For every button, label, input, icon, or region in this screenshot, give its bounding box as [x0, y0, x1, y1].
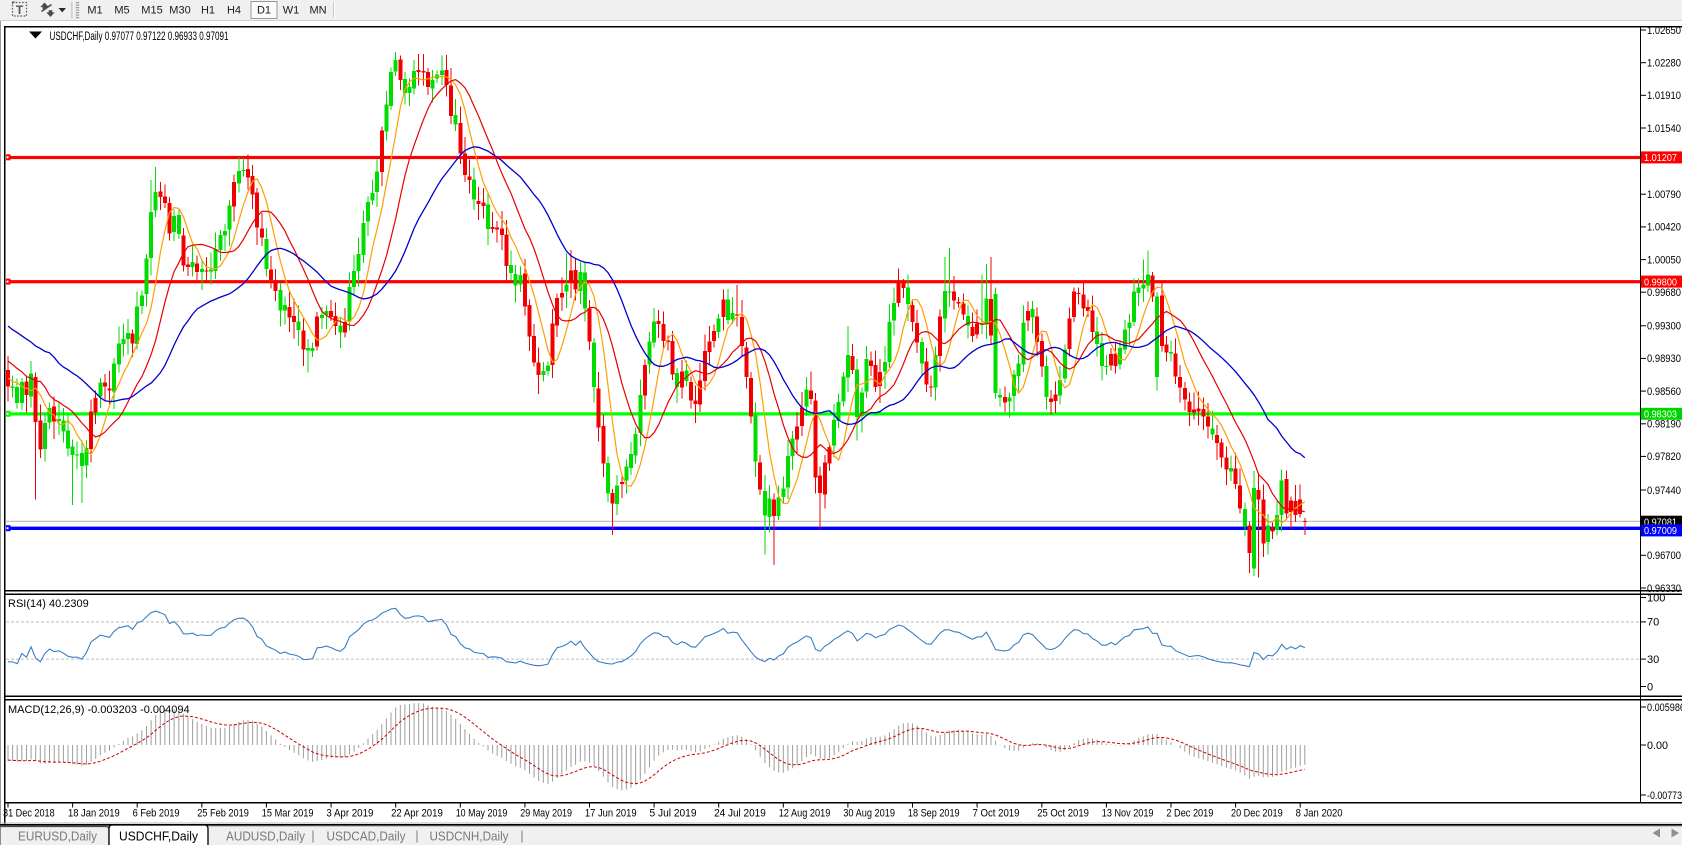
svg-text:0.005986: 0.005986 [1647, 702, 1682, 714]
svg-text:0.99300: 0.99300 [1647, 321, 1681, 333]
svg-text:MACD(12,26,9) -0.003203 -0.004: MACD(12,26,9) -0.003203 -0.004094 [8, 704, 190, 716]
svg-text:0.98560: 0.98560 [1647, 386, 1681, 398]
svg-text:18 Jan 2019: 18 Jan 2019 [68, 808, 120, 820]
svg-text:M5: M5 [114, 5, 129, 17]
svg-text:30: 30 [1647, 654, 1659, 666]
svg-text:22 Apr 2019: 22 Apr 2019 [391, 808, 443, 820]
svg-text:5 Jul 2019: 5 Jul 2019 [650, 808, 697, 820]
svg-text:1.02650: 1.02650 [1647, 25, 1681, 37]
svg-text:W1: W1 [283, 5, 300, 17]
svg-text:8 Jan 2020: 8 Jan 2020 [1296, 808, 1343, 820]
svg-text:1.02280: 1.02280 [1647, 58, 1681, 70]
svg-text:1.00050: 1.00050 [1647, 254, 1681, 266]
svg-text:EURUSD,Daily: EURUSD,Daily [18, 829, 97, 844]
svg-text:0.98190: 0.98190 [1647, 419, 1681, 431]
svg-text:2 Dec 2019: 2 Dec 2019 [1166, 808, 1213, 820]
svg-text:0.97440: 0.97440 [1647, 485, 1681, 497]
svg-text:0.99680: 0.99680 [1647, 287, 1681, 299]
svg-text:1.01540: 1.01540 [1647, 123, 1681, 135]
svg-text:0.00: 0.00 [1647, 740, 1668, 752]
svg-text:12 Aug 2019: 12 Aug 2019 [779, 808, 831, 820]
svg-text:1.01207: 1.01207 [1644, 152, 1677, 164]
svg-text:H1: H1 [201, 5, 215, 17]
svg-text:0.96700: 0.96700 [1647, 550, 1681, 562]
svg-text:T: T [16, 3, 24, 17]
svg-text:1.00420: 1.00420 [1647, 222, 1681, 234]
svg-text:15 Mar 2019: 15 Mar 2019 [262, 808, 314, 820]
svg-text:0.97009: 0.97009 [1644, 525, 1677, 537]
svg-text:-0.007737: -0.007737 [1647, 790, 1682, 802]
svg-text:AUDUSD,Daily: AUDUSD,Daily [226, 829, 305, 844]
svg-text:31 Dec 2018: 31 Dec 2018 [3, 808, 55, 820]
svg-text:0.99800: 0.99800 [1644, 276, 1677, 288]
svg-text:3 Apr 2019: 3 Apr 2019 [326, 808, 373, 820]
svg-text:0.98303: 0.98303 [1644, 409, 1677, 421]
svg-text:6 Feb 2019: 6 Feb 2019 [133, 808, 180, 820]
svg-text:10 May 2019: 10 May 2019 [456, 808, 508, 820]
svg-text:0: 0 [1647, 681, 1653, 693]
svg-text:25 Feb 2019: 25 Feb 2019 [197, 808, 249, 820]
svg-text:USDCHF,Daily: USDCHF,Daily [119, 829, 198, 844]
svg-text:100: 100 [1647, 592, 1665, 604]
svg-text:M1: M1 [87, 5, 102, 17]
svg-text:70: 70 [1647, 617, 1659, 629]
svg-text:|: | [311, 829, 314, 843]
svg-text:1.00790: 1.00790 [1647, 189, 1681, 201]
svg-text:RSI(14) 40.2309: RSI(14) 40.2309 [8, 598, 89, 610]
svg-text:29 May 2019: 29 May 2019 [520, 808, 572, 820]
svg-text:USDCHF,Daily 0.97077 0.97122: USDCHF,Daily 0.97077 0.97122 0.96933 0.9… [50, 31, 229, 43]
svg-text:USDCNH,Daily: USDCNH,Daily [430, 829, 509, 844]
svg-text:7 Oct 2019: 7 Oct 2019 [973, 808, 1020, 820]
svg-text:M30: M30 [169, 5, 190, 17]
svg-text:|: | [415, 829, 418, 843]
svg-text:24 Jul 2019: 24 Jul 2019 [714, 808, 766, 820]
svg-text:|: | [520, 829, 523, 843]
svg-text:17 Jun 2019: 17 Jun 2019 [585, 808, 637, 820]
svg-text:USDCAD,Daily: USDCAD,Daily [327, 829, 406, 844]
svg-text:20 Dec 2019: 20 Dec 2019 [1231, 808, 1283, 820]
svg-text:1.01910: 1.01910 [1647, 90, 1681, 102]
svg-text:0.96330: 0.96330 [1647, 583, 1681, 595]
svg-text:H4: H4 [227, 5, 241, 17]
svg-text:25 Oct 2019: 25 Oct 2019 [1037, 808, 1089, 820]
svg-text:0.97820: 0.97820 [1647, 451, 1681, 463]
svg-text:0.98930: 0.98930 [1647, 353, 1681, 365]
svg-text:18 Sep 2019: 18 Sep 2019 [908, 808, 960, 820]
svg-text:M15: M15 [141, 5, 162, 17]
svg-text:D1: D1 [257, 5, 271, 17]
svg-text:MN: MN [309, 5, 326, 17]
svg-text:13 Nov 2019: 13 Nov 2019 [1102, 808, 1154, 820]
svg-text:30 Aug 2019: 30 Aug 2019 [843, 808, 895, 820]
